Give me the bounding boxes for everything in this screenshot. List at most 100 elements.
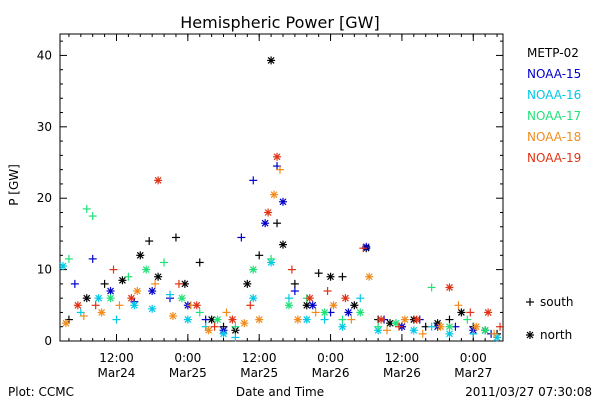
south-point: [469, 329, 478, 338]
x-axis: 12:00Mar240:00Mar2512:00Mar250:00Mar2612…: [68, 34, 498, 380]
north-point: [136, 251, 145, 260]
south-point: [64, 254, 73, 263]
y-tick-label: 0: [44, 334, 52, 348]
south-point: [284, 294, 293, 303]
north-point: [400, 315, 409, 324]
legend-entry-noaa-19: NOAA-19: [527, 151, 581, 165]
north-point: [154, 176, 163, 185]
south-point: [124, 272, 133, 281]
x-tick-label-time: 12:00: [385, 351, 420, 365]
north-point: [255, 315, 264, 324]
south-point: [151, 279, 160, 288]
south-point: [222, 308, 231, 317]
south-point: [112, 315, 121, 324]
south-point: [320, 315, 329, 324]
south-point: [314, 269, 323, 278]
north-point: [61, 319, 70, 328]
south-point: [100, 279, 109, 288]
north-point: [73, 301, 82, 310]
south-point: [231, 322, 240, 331]
x-tick-label-time: 12:00: [99, 351, 134, 365]
north-point: [130, 301, 139, 310]
north-point: [183, 315, 192, 324]
south-point: [88, 254, 97, 263]
series-metp-02: [64, 56, 502, 338]
north-point: [168, 312, 177, 321]
north-point: [249, 294, 258, 303]
south-point: [210, 322, 219, 331]
legend-entry-metp-02: METP-02: [527, 46, 579, 60]
data-points: [58, 56, 505, 342]
north-point: [278, 240, 287, 249]
north-point: [204, 326, 213, 335]
south-point: [427, 283, 436, 292]
south-point: [356, 294, 365, 303]
north-point: [148, 287, 157, 296]
y-tick-label: 10: [37, 263, 52, 277]
south-point: [466, 308, 475, 317]
north-point: [412, 315, 421, 324]
south-point: [290, 279, 299, 288]
plot-frame: [59, 33, 504, 342]
north-point: [249, 265, 258, 274]
south-point: [160, 258, 169, 267]
north-point: [264, 208, 273, 217]
north-point: [192, 301, 201, 310]
x-tick-label-time: 0:00: [317, 351, 344, 365]
north-point: [305, 294, 314, 303]
south-point: [418, 329, 427, 338]
north-point: [391, 319, 400, 328]
north-point: [302, 315, 311, 324]
north-point: [82, 294, 91, 303]
north-point: [365, 272, 374, 281]
y-tick-label: 40: [37, 48, 52, 62]
north-point: [356, 308, 365, 317]
y-tick-label: 20: [37, 191, 52, 205]
y-tick-label: 30: [37, 120, 52, 134]
south-point: [249, 176, 258, 185]
south-point: [267, 254, 276, 263]
south-point: [174, 279, 183, 288]
south-point: [394, 322, 403, 331]
north-point: [177, 294, 186, 303]
north-point: [240, 319, 249, 328]
legend-marker-north: north: [540, 328, 572, 342]
south-point: [171, 233, 180, 242]
south-point: [526, 298, 534, 306]
x-tick-label-date: Mar27: [454, 366, 492, 380]
north-point: [445, 329, 454, 338]
south-point: [290, 287, 299, 296]
north-point: [278, 197, 287, 206]
series-noaa-18: [61, 165, 499, 338]
south-point: [347, 315, 356, 324]
x-tick-label-date: Mar24: [98, 366, 136, 380]
south-point: [79, 312, 88, 321]
south-point: [70, 279, 79, 288]
north-point: [284, 301, 293, 310]
north-point: [326, 272, 335, 281]
x-tick-label-date: Mar25: [240, 366, 278, 380]
north-point: [154, 272, 163, 281]
north-point: [118, 276, 127, 285]
south-point: [201, 315, 210, 324]
south-point: [255, 251, 264, 260]
series-noaa-19: [73, 152, 505, 331]
south-point: [323, 287, 332, 296]
legend-entry-noaa-17: NOAA-17: [527, 109, 581, 123]
south-point: [109, 265, 118, 274]
north-point: [243, 279, 252, 288]
north-point: [320, 308, 329, 317]
north-point: [97, 308, 106, 317]
north-point: [267, 56, 276, 65]
south-point: [496, 322, 505, 331]
south-point: [246, 301, 255, 310]
south-point: [454, 301, 463, 310]
legend: METP-02 NOAA-15 NOAA-16 NOAA-17 NOAA-18 NOAA-…: [526, 46, 581, 342]
legend-marker-south: south: [540, 295, 574, 309]
north-point: [377, 315, 386, 324]
south-point: [166, 290, 175, 299]
north-point: [484, 308, 493, 317]
series-noaa-15: [70, 162, 496, 338]
x-tick-label-time: 0:00: [174, 351, 201, 365]
north-point: [526, 331, 534, 339]
